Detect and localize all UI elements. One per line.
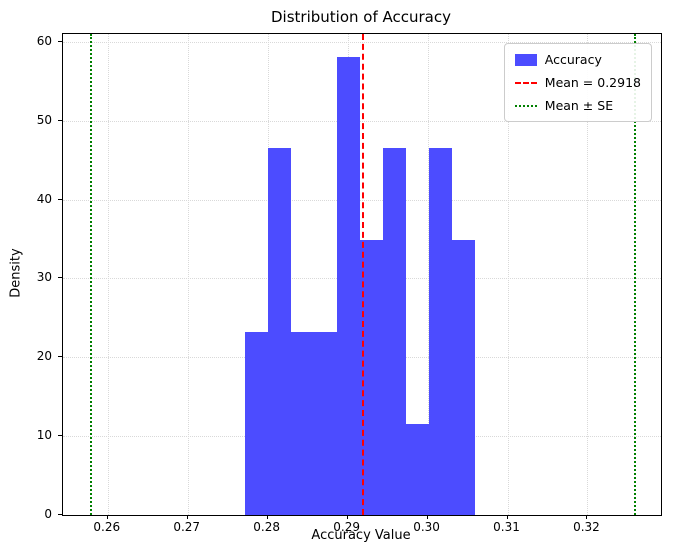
mean-line — [362, 34, 364, 515]
se-line — [90, 34, 93, 515]
histogram-bar — [451, 239, 475, 515]
plot-area: Accuracy Mean = 0.2918 Mean ± SE — [62, 33, 662, 516]
vertical-gridline — [267, 34, 269, 515]
histogram-bar — [314, 332, 338, 515]
histogram-bar — [428, 148, 452, 515]
x-tick-mark — [266, 515, 268, 519]
x-tick-label: 0.32 — [573, 520, 600, 534]
legend-label: Accuracy — [544, 52, 602, 67]
histogram-bar — [405, 423, 429, 515]
vertical-gridline — [507, 34, 509, 515]
legend-item: Mean ± SE — [514, 98, 641, 113]
y-tick-label: 50 — [36, 112, 52, 127]
x-tick-mark — [426, 515, 428, 519]
y-tick-label: 20 — [36, 349, 52, 364]
y-tick-mark — [58, 277, 62, 279]
histogram-bar — [268, 148, 292, 515]
y-tick-label: 40 — [36, 191, 52, 206]
legend-handle-line — [514, 81, 537, 84]
legend-label: Mean = 0.2918 — [544, 75, 641, 90]
x-tick-label: 0.26 — [93, 520, 121, 534]
histogram-bar — [360, 239, 383, 515]
y-axis-ticks: 0 10 20 30 40 50 60 — [0, 33, 62, 521]
x-tick-mark — [506, 515, 508, 519]
x-tick-mark — [186, 515, 188, 519]
x-axis-label: Accuracy Value — [311, 528, 411, 543]
y-tick-label: 10 — [36, 428, 52, 443]
legend: Accuracy Mean = 0.2918 Mean ± SE — [503, 43, 652, 122]
legend-handle-patch — [514, 53, 537, 66]
x-axis-ticks: 0.26 0.27 0.28 0.29 0.30 0.31 0.32 — [62, 515, 660, 535]
y-tick-label: 0 — [44, 507, 52, 521]
vertical-gridline — [187, 34, 189, 515]
y-tick-mark — [58, 119, 62, 121]
legend-item: Mean = 0.2918 — [514, 75, 641, 90]
y-tick-mark — [58, 514, 62, 515]
legend-handle-line — [514, 104, 537, 107]
plot-canvas — [63, 34, 661, 515]
x-tick-label: 0.29 — [333, 520, 360, 534]
histogram-bar — [245, 332, 269, 515]
x-tick-label: 0.31 — [493, 520, 520, 534]
x-tick-label: 0.28 — [253, 520, 281, 534]
x-tick-mark — [106, 515, 108, 519]
y-tick-mark — [58, 198, 62, 200]
y-tick-mark — [58, 40, 62, 42]
vertical-gridline — [427, 34, 429, 515]
x-tick-label: 0.27 — [173, 520, 201, 534]
x-tick-label: 0.30 — [413, 520, 440, 534]
histogram-bar — [382, 148, 406, 515]
legend-item: Accuracy — [514, 52, 641, 67]
se-line — [633, 34, 636, 515]
vertical-gridline — [107, 34, 109, 515]
chart-title: Distribution of Accuracy — [271, 8, 451, 26]
x-tick-mark — [346, 515, 348, 519]
y-tick-mark — [58, 356, 62, 358]
y-tick-label: 30 — [36, 270, 52, 285]
histogram-bar — [291, 332, 315, 515]
y-tick-mark — [58, 435, 62, 437]
vertical-gridline — [587, 34, 589, 515]
legend-label: Mean ± SE — [544, 98, 614, 113]
y-tick-label: 60 — [36, 33, 52, 48]
x-tick-mark — [586, 515, 588, 519]
histogram-bar — [337, 56, 360, 515]
